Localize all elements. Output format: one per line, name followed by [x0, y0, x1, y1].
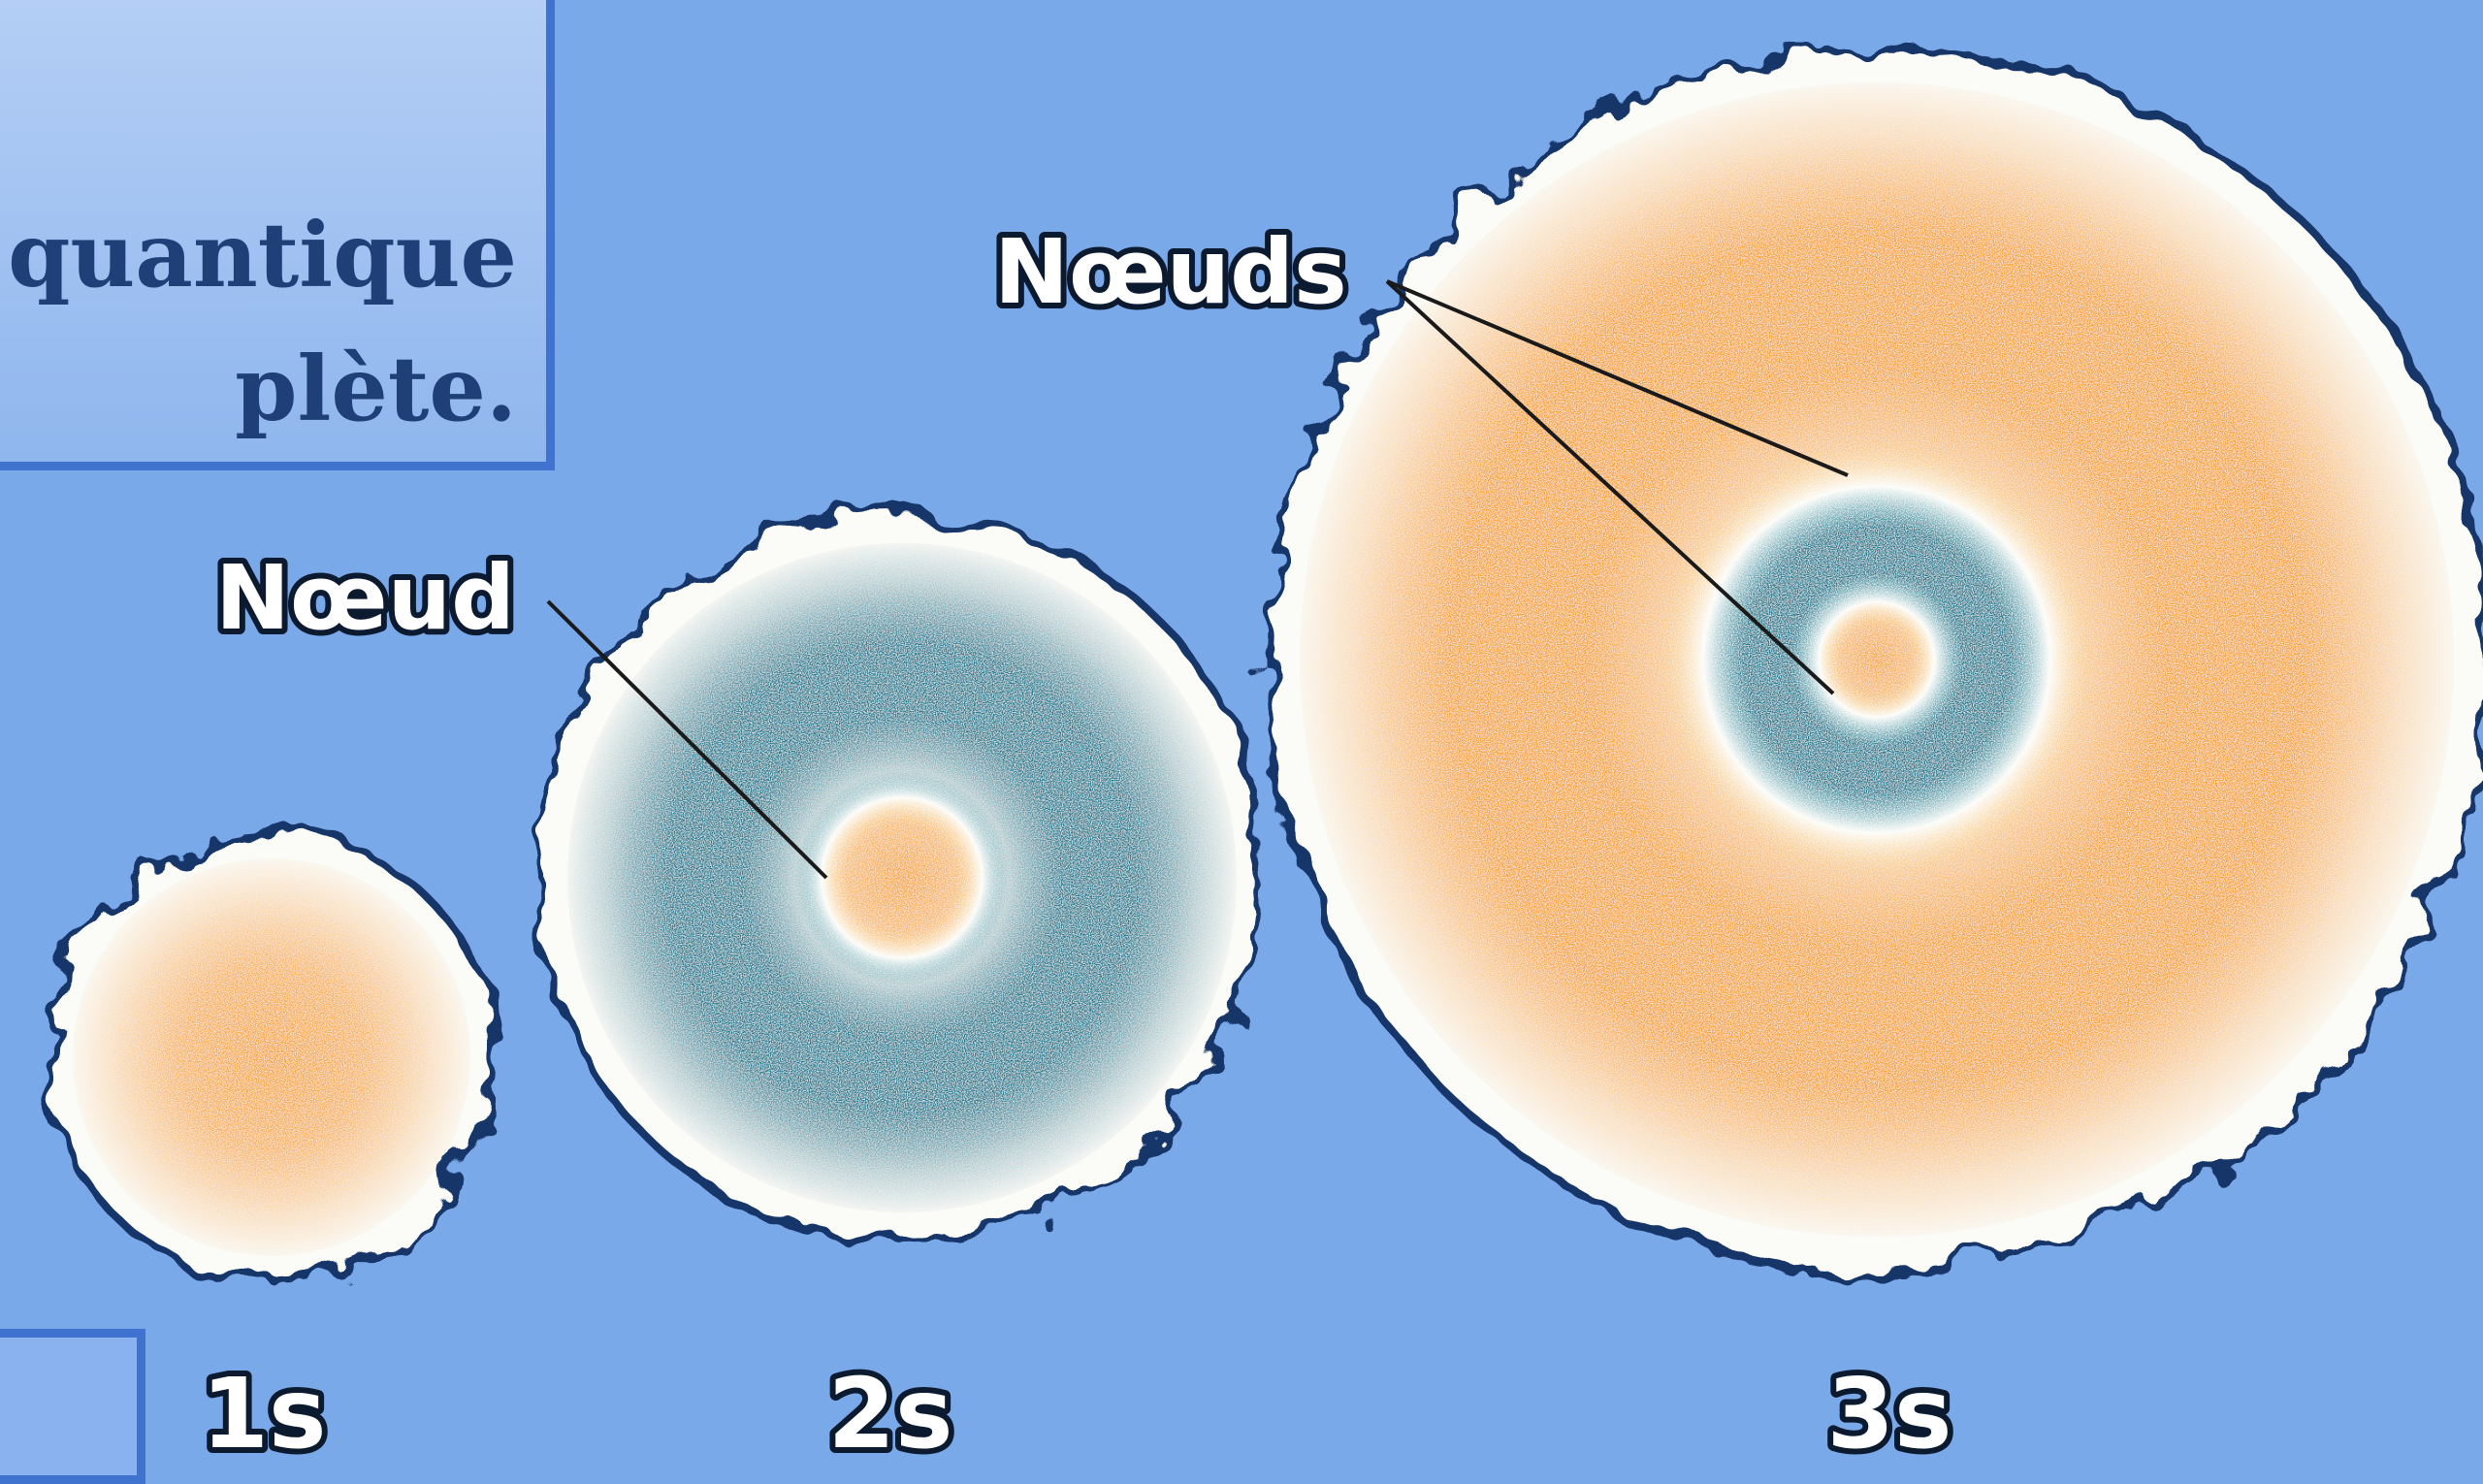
orbital-label-2s: 2s: [827, 1357, 952, 1455]
orbital-2s: [534, 510, 1270, 1245]
nodes-label: Nœuds: [994, 220, 1347, 324]
orbital-label-3s: 3s: [1826, 1357, 1951, 1455]
nodes-pointer-line-outer: [1386, 279, 1849, 477]
title-line-1: e quantique: [0, 203, 517, 307]
node-pointer-line: [546, 599, 828, 880]
nodes-pointer-line-inner: [1385, 279, 1835, 695]
title-line-2: plète.: [235, 337, 517, 441]
orbital-1s: [45, 830, 499, 1284]
node-label: Nœud: [215, 546, 515, 650]
title-panel: e quantique plète.: [0, 0, 555, 470]
orbital-3s: [1262, 45, 2483, 1274]
title-text: e quantique plète.: [0, 188, 517, 456]
orbital-label-1s: 1s: [201, 1357, 326, 1455]
